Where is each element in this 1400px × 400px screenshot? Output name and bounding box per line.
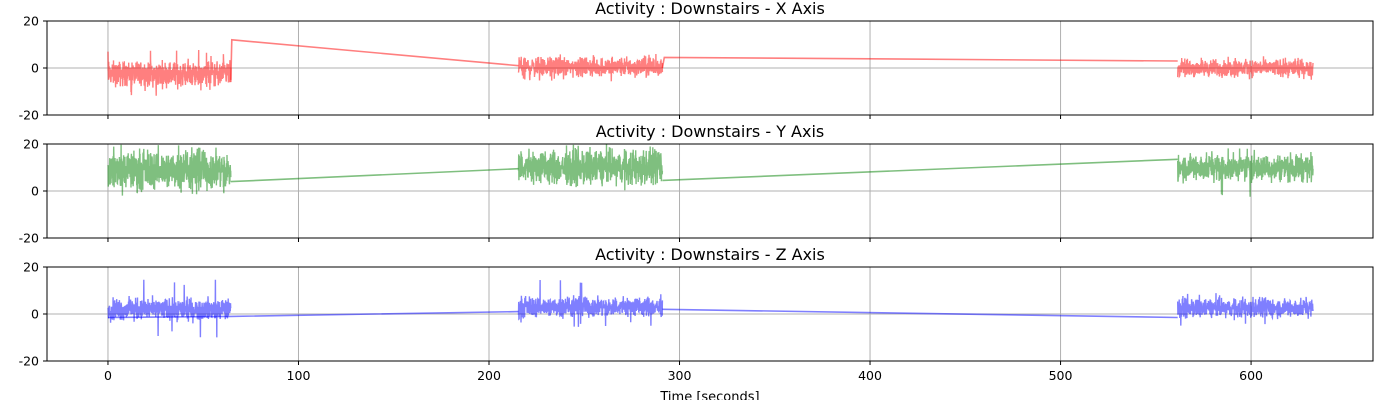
x-series — [107, 38, 1314, 96]
y-ytick-label: -20 — [19, 231, 39, 246]
x-ytick-label: 0 — [31, 61, 39, 76]
x-axis-panel: -20 0 20 Activity : Downstairs - X Axis — [19, 0, 1374, 123]
z-chart-title: Activity : Downstairs - Z Axis — [595, 245, 825, 264]
x-ytick-label: -20 — [19, 108, 39, 123]
x-signal-segment — [107, 49, 232, 96]
x-signal-segment — [1177, 56, 1314, 80]
y-chart-title: Activity : Downstairs - Y Axis — [596, 122, 825, 141]
y-axis-panel: -20 0 20 Activity : Downstairs - Y Axis — [19, 122, 1374, 246]
x-signal-segment — [517, 53, 664, 82]
z-xtick-label: 600 — [1239, 368, 1263, 383]
z-ytick-label: 0 — [31, 307, 39, 322]
z-xtick-label: 200 — [477, 368, 501, 383]
x-connector-line — [661, 56, 1178, 69]
z-connector-line — [662, 308, 1178, 319]
z-signal-segment — [517, 279, 664, 327]
z-xtick-label: 300 — [668, 368, 692, 383]
z-series — [107, 279, 1314, 338]
z-ytick-label: -20 — [19, 354, 39, 369]
x-axis-label: Time [seconds] — [659, 390, 759, 400]
x-ytick-label: 20 — [23, 14, 39, 29]
y-ytick-label: 20 — [23, 137, 39, 152]
z-ytick-label: 20 — [23, 260, 39, 275]
y-series — [107, 144, 1314, 197]
x-connector-line — [230, 38, 519, 83]
z-xtick-label: 500 — [1049, 368, 1073, 383]
y-signal-segment — [517, 144, 664, 191]
z-xtick-label: 0 — [104, 368, 112, 383]
y-connector-line — [662, 158, 1178, 182]
z-signal-segment — [1177, 293, 1314, 326]
z-xtick-label: 100 — [287, 368, 311, 383]
y-signal-segment — [1176, 148, 1314, 197]
x-chart-title: Activity : Downstairs - X Axis — [595, 0, 825, 18]
y-ytick-label: 0 — [31, 184, 39, 199]
z-signal-segment — [107, 279, 232, 338]
y-connector-line — [230, 167, 519, 183]
z-xtick-label: 400 — [858, 368, 882, 383]
z-connector-line — [107, 310, 519, 319]
y-signal-segment — [107, 144, 232, 196]
